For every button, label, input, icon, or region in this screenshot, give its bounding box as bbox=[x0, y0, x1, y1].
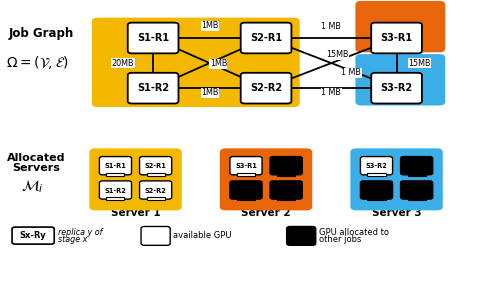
FancyBboxPatch shape bbox=[270, 157, 302, 175]
Bar bbox=[367, 197, 385, 200]
Text: Servers: Servers bbox=[12, 164, 60, 173]
FancyBboxPatch shape bbox=[139, 157, 171, 175]
FancyBboxPatch shape bbox=[127, 73, 178, 103]
FancyBboxPatch shape bbox=[360, 181, 392, 199]
Text: S2-R2: S2-R2 bbox=[249, 83, 282, 93]
FancyBboxPatch shape bbox=[127, 23, 178, 54]
Text: 15MB: 15MB bbox=[326, 50, 348, 59]
Bar bbox=[236, 173, 255, 176]
Text: replica y of: replica y of bbox=[58, 228, 102, 237]
FancyBboxPatch shape bbox=[286, 226, 315, 245]
FancyBboxPatch shape bbox=[270, 181, 302, 199]
Text: 20MB: 20MB bbox=[112, 59, 134, 68]
Bar bbox=[367, 173, 385, 176]
Text: 1 MB: 1 MB bbox=[321, 22, 341, 31]
FancyBboxPatch shape bbox=[229, 157, 262, 175]
Text: S2-R1: S2-R1 bbox=[144, 164, 166, 169]
Text: $\mathcal{M}_i$: $\mathcal{M}_i$ bbox=[21, 179, 44, 195]
Text: Server 3: Server 3 bbox=[371, 209, 420, 218]
FancyBboxPatch shape bbox=[371, 73, 421, 103]
Text: S1-R1: S1-R1 bbox=[137, 33, 169, 43]
FancyBboxPatch shape bbox=[229, 181, 262, 199]
Text: $\Omega = (\mathcal{V}, \mathcal{E})$: $\Omega = (\mathcal{V}, \mathcal{E})$ bbox=[6, 54, 69, 71]
FancyBboxPatch shape bbox=[89, 148, 181, 210]
FancyBboxPatch shape bbox=[139, 181, 171, 199]
FancyBboxPatch shape bbox=[355, 54, 444, 105]
Text: 1 MB: 1 MB bbox=[341, 68, 361, 78]
Text: Server 1: Server 1 bbox=[111, 209, 160, 218]
Bar bbox=[407, 173, 425, 176]
FancyBboxPatch shape bbox=[355, 1, 444, 52]
Bar bbox=[236, 197, 255, 200]
FancyBboxPatch shape bbox=[99, 181, 131, 199]
Text: stage x: stage x bbox=[58, 235, 87, 244]
FancyBboxPatch shape bbox=[99, 157, 131, 175]
Text: 1MB: 1MB bbox=[201, 21, 218, 30]
Text: S1-R2: S1-R2 bbox=[104, 188, 126, 194]
Text: S1-R1: S1-R1 bbox=[104, 164, 126, 169]
Text: GPU allocated to: GPU allocated to bbox=[318, 228, 388, 237]
Text: S3-R2: S3-R2 bbox=[380, 83, 412, 93]
Bar bbox=[146, 197, 164, 200]
Bar bbox=[277, 197, 295, 200]
FancyBboxPatch shape bbox=[240, 73, 291, 103]
Bar bbox=[407, 197, 425, 200]
FancyBboxPatch shape bbox=[141, 226, 170, 245]
FancyBboxPatch shape bbox=[240, 23, 291, 54]
Text: S1-R2: S1-R2 bbox=[137, 83, 169, 93]
Text: Sx-Ry: Sx-Ry bbox=[20, 231, 47, 240]
FancyBboxPatch shape bbox=[371, 23, 421, 54]
Text: Allocated: Allocated bbox=[7, 153, 65, 163]
Text: S3-R2: S3-R2 bbox=[365, 164, 387, 169]
Text: 15MB: 15MB bbox=[407, 59, 429, 68]
Text: available GPU: available GPU bbox=[173, 231, 231, 240]
Text: 1MB: 1MB bbox=[201, 88, 218, 97]
Text: Server 2: Server 2 bbox=[241, 209, 290, 218]
FancyBboxPatch shape bbox=[400, 181, 432, 199]
FancyBboxPatch shape bbox=[219, 148, 312, 210]
FancyBboxPatch shape bbox=[360, 157, 392, 175]
Text: other jobs: other jobs bbox=[318, 235, 360, 244]
FancyBboxPatch shape bbox=[92, 18, 299, 107]
Text: 1 MB: 1 MB bbox=[321, 88, 341, 97]
Bar bbox=[277, 173, 295, 176]
Text: S3-R1: S3-R1 bbox=[234, 164, 257, 169]
Bar bbox=[146, 173, 164, 176]
Text: S2-R1: S2-R1 bbox=[249, 33, 282, 43]
FancyBboxPatch shape bbox=[12, 227, 54, 244]
Text: S2-R2: S2-R2 bbox=[144, 188, 166, 194]
Text: 1MB: 1MB bbox=[209, 59, 226, 68]
FancyBboxPatch shape bbox=[350, 148, 442, 210]
FancyBboxPatch shape bbox=[400, 157, 432, 175]
Bar bbox=[106, 173, 124, 176]
Bar bbox=[106, 197, 124, 200]
Text: Job Graph: Job Graph bbox=[9, 27, 74, 40]
Text: S3-R1: S3-R1 bbox=[380, 33, 412, 43]
